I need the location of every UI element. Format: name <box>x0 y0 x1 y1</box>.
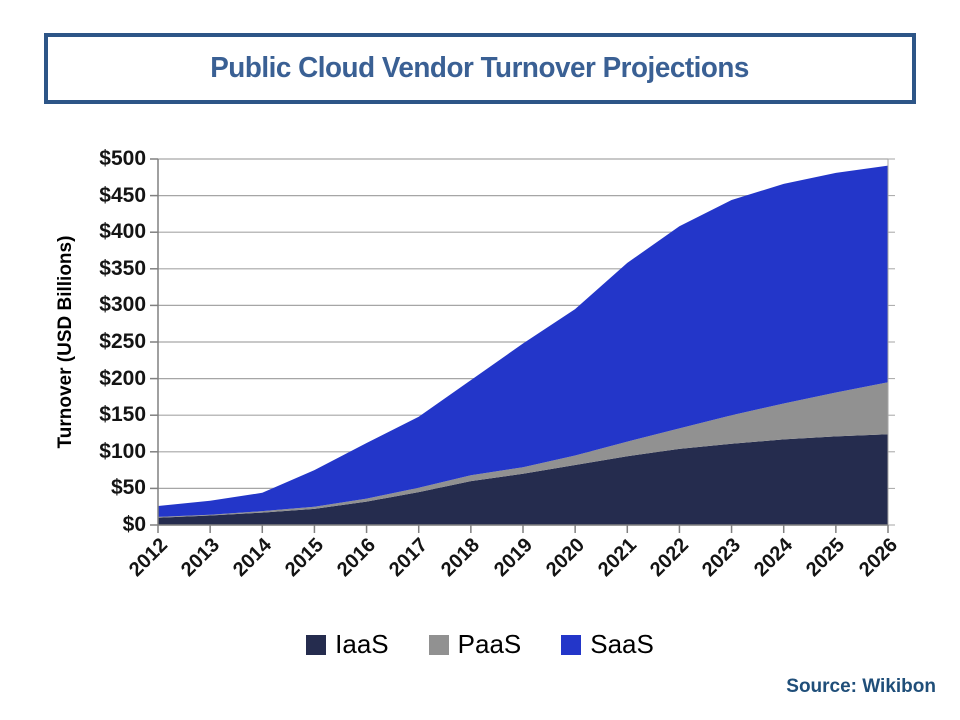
area-iaas <box>158 434 888 525</box>
y-tick-label: $100 <box>99 439 146 463</box>
y-tick-label: $350 <box>99 256 146 280</box>
y-tick-label: $300 <box>99 293 146 317</box>
y-tick-label: $450 <box>99 183 146 207</box>
legend: IaaS PaaS SaaS <box>0 629 960 660</box>
area-saas <box>158 165 888 517</box>
stacked-area-chart <box>150 158 895 533</box>
y-tick-label: $250 <box>99 330 146 353</box>
page-title: Public Cloud Vendor Turnover Projections <box>210 52 750 84</box>
legend-swatch-iaas <box>306 634 327 655</box>
y-tick-label: $150 <box>99 403 146 427</box>
y-tick-label: $400 <box>99 220 146 244</box>
legend-label: IaaS <box>335 629 389 659</box>
y-tick-label: $0 <box>122 513 146 536</box>
legend-item-paas: PaaS <box>428 629 522 660</box>
y-tick-label: $500 <box>99 147 146 170</box>
legend-swatch-paas <box>428 634 449 655</box>
title-box: Public Cloud Vendor Turnover Projections <box>44 33 916 104</box>
legend-label: SaaS <box>590 629 654 659</box>
legend-item-saas: SaaS <box>561 629 654 660</box>
legend-label: PaaS <box>457 629 522 659</box>
legend-swatch-saas <box>561 634 582 655</box>
legend-item-iaas: IaaS <box>306 629 389 660</box>
source-note: Source: Wikibon <box>786 676 936 697</box>
y-tick-label: $200 <box>99 366 146 390</box>
y-tick-label: $50 <box>110 476 146 500</box>
